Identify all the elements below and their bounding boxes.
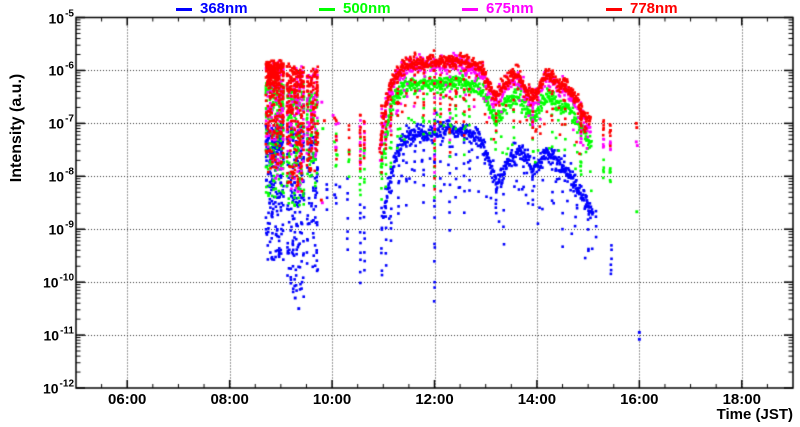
legend-item-675nm: 675nm (462, 1, 534, 17)
legend-item-778nm: 778nm (606, 1, 678, 17)
x-tick-label-18-00: 18:00 (722, 391, 761, 408)
x-tick-label-08-00: 08:00 (210, 391, 249, 408)
x-tick-label-16-00: 16:00 (620, 391, 659, 408)
legend-marker-778nm-icon (606, 7, 622, 11)
y-axis-title: Intensity (a.u.) (8, 73, 25, 183)
legend-marker-500nm-icon (319, 7, 335, 11)
x-tick-label-14-00: 14:00 (517, 391, 557, 408)
y-tick-label-1e-6: 10-6 (48, 61, 74, 79)
y-tick-label-1e-12: 10-12 (42, 378, 74, 397)
x-axis-title: Time (JST) (716, 406, 793, 423)
legend-item-500nm: 500nm (319, 1, 391, 17)
y-tick-exp: -9 (65, 219, 74, 231)
y-tick-base: 10 (48, 62, 65, 79)
y-tick-base: 10 (43, 327, 60, 344)
y-tick-exp: -11 (60, 325, 74, 337)
legend-label-778nm: 778nm (630, 0, 678, 17)
x-tick-label-12-00: 12:00 (415, 391, 454, 408)
y-tick-base: 10 (42, 274, 59, 291)
y-tick-base: 10 (48, 9, 65, 26)
x-tick-label-06-00: 06:00 (108, 391, 147, 408)
y-tick-exp: -12 (59, 378, 74, 390)
y-tick-label-1e-5: 10-5 (48, 8, 74, 26)
legend-label-368nm: 368nm (200, 0, 248, 17)
y-tick-label-1e-9: 10-9 (48, 219, 74, 238)
legend-marker-368nm-icon (176, 7, 192, 11)
legend-label-675nm: 675nm (486, 0, 534, 17)
y-tick-base: 10 (48, 221, 65, 238)
y-tick-exp: -10 (59, 272, 74, 284)
y-tick-base: 10 (48, 168, 65, 185)
y-tick-label-1e-10: 10-10 (42, 272, 74, 291)
y-tick-exp: -6 (65, 61, 74, 73)
y-tick-base: 10 (42, 380, 59, 397)
legend-label-500nm: 500nm (343, 0, 391, 17)
y-tick-label-1e-7: 10-7 (48, 114, 74, 132)
legend-item-368nm: 368nm (176, 1, 248, 17)
legend-marker-675nm-icon (462, 7, 478, 11)
y-tick-base: 10 (48, 115, 65, 132)
x-tick-label-10-00: 10:00 (312, 391, 352, 408)
y-tick-exp: -8 (65, 166, 74, 178)
y-tick-label-1e-8: 10-8 (48, 166, 74, 185)
y-tick-label-1e-11: 10-11 (43, 325, 74, 344)
y-tick-exp: -5 (65, 8, 74, 20)
y-tick-exp: -7 (65, 114, 74, 126)
